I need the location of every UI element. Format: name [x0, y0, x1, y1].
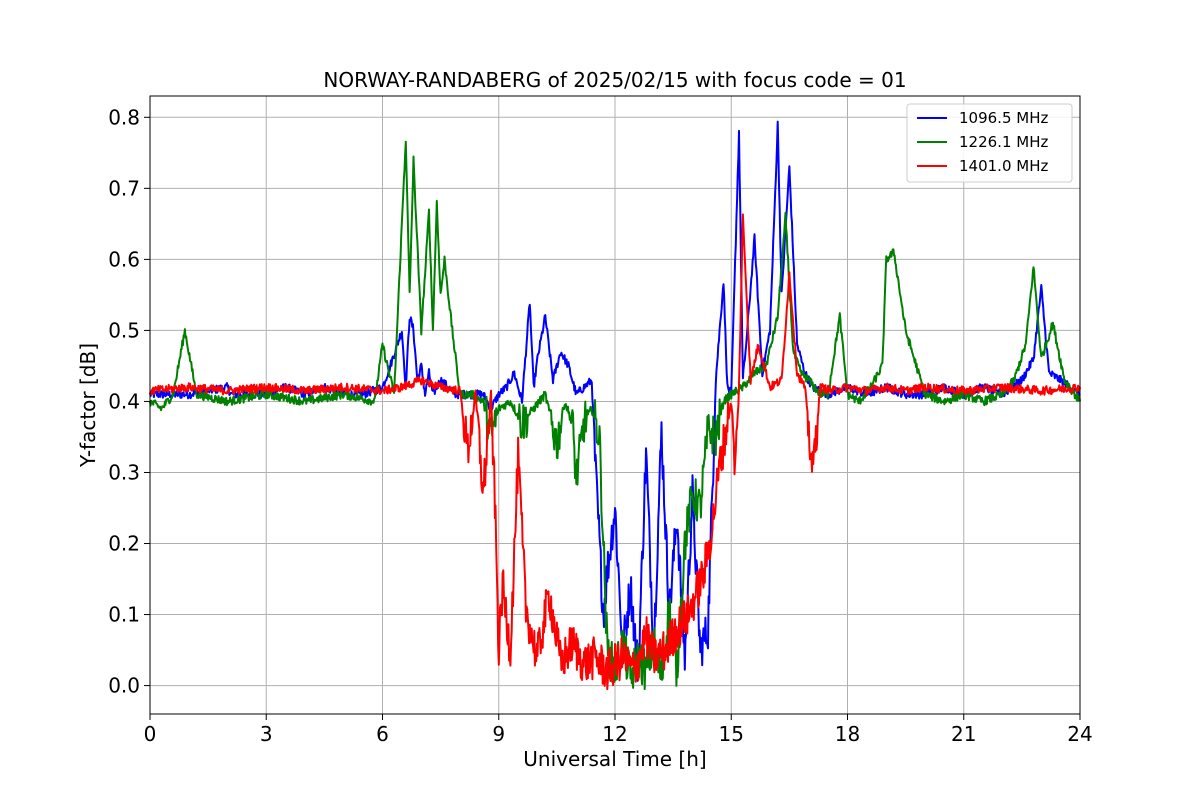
- x-tick-label: 3: [260, 722, 273, 746]
- y-axis-label: Y-factor [dB]: [76, 343, 100, 468]
- series-line-3: [149, 213, 1081, 691]
- plot-lines: [149, 120, 1081, 691]
- legend: 1096.5 MHz 1226.1 MHz 1401.0 MHz: [906, 103, 1073, 183]
- x-tick-label: 0: [144, 722, 157, 746]
- x-tick-label: 6: [376, 722, 389, 746]
- x-axis-label: Universal Time [h]: [523, 747, 706, 771]
- x-axis: 0 3 6 9 12 15 18 21 24: [144, 714, 1093, 746]
- legend-label-1: 1096.5 MHz: [959, 109, 1048, 127]
- y-tick-label: 0.8: [108, 105, 140, 129]
- y-tick-label: 0.5: [108, 318, 140, 342]
- x-tick-label: 12: [602, 722, 627, 746]
- x-tick-label: 15: [719, 722, 744, 746]
- y-tick-label: 0.7: [108, 176, 140, 200]
- legend-box: [906, 103, 1073, 183]
- y-tick-label: 0.1: [108, 603, 140, 627]
- x-tick-label: 21: [951, 722, 976, 746]
- legend-label-2: 1226.1 MHz: [959, 133, 1048, 151]
- y-axis: 0.0 0.1 0.2 0.3 0.4 0.5 0.6 0.7 0.8: [108, 105, 150, 698]
- y-tick-label: 0.6: [108, 247, 140, 271]
- x-tick-label: 24: [1067, 722, 1092, 746]
- x-tick-label: 9: [492, 722, 505, 746]
- x-tick-label: 18: [835, 722, 860, 746]
- y-tick-label: 0.0: [108, 674, 140, 698]
- y-tick-label: 0.2: [108, 532, 140, 556]
- y-tick-label: 0.4: [108, 389, 140, 413]
- chart-title: NORWAY-RANDABERG of 2025/02/15 with focu…: [323, 68, 906, 92]
- y-tick-label: 0.3: [108, 460, 140, 484]
- legend-label-3: 1401.0 MHz: [959, 157, 1048, 175]
